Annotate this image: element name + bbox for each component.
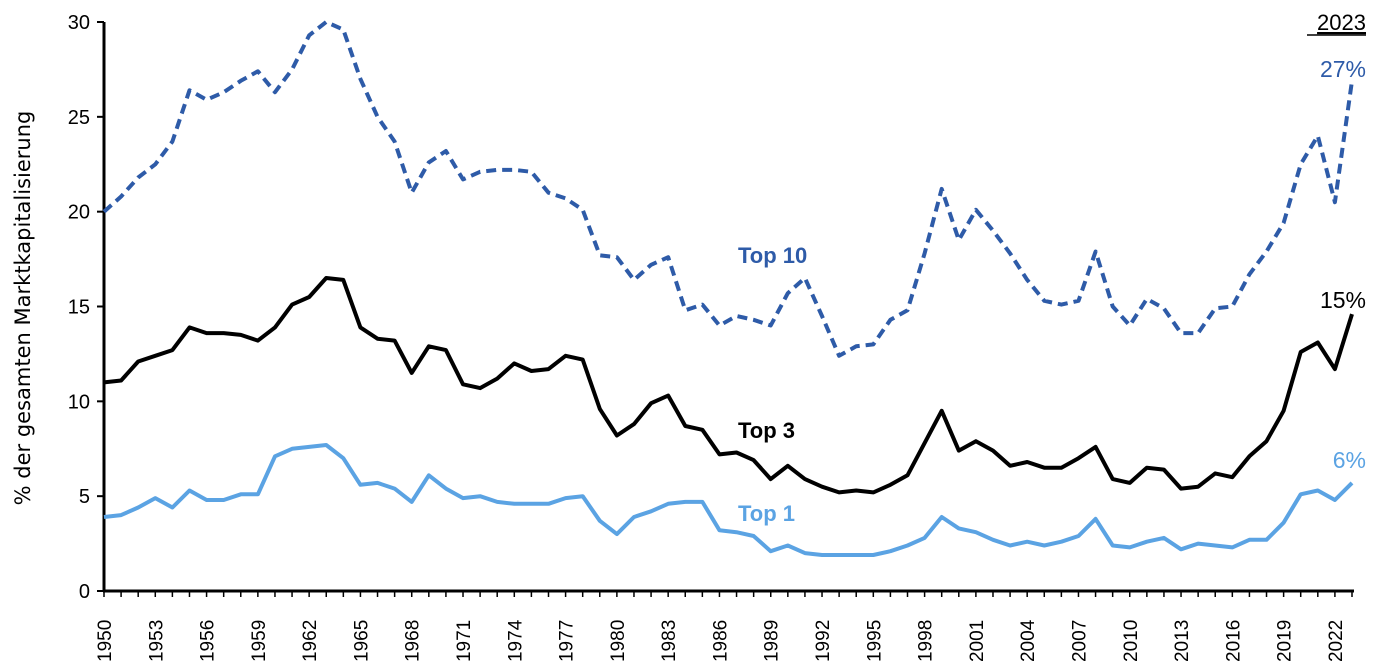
y-axis-label: % der gesamten Marktkapitalisierung — [11, 111, 35, 506]
x-tick-label: 1971 — [454, 620, 475, 662]
x-tick-label: 1953 — [146, 620, 167, 662]
end-label-top1: 6% — [1333, 447, 1366, 473]
x-tick-label: 2013 — [1172, 620, 1193, 662]
series-label-top10: Top 10 — [738, 243, 807, 268]
y-tick-label: 30 — [68, 12, 90, 34]
end-label-top3: 15% — [1320, 287, 1366, 313]
series-label-top3: Top 3 — [738, 418, 795, 443]
x-tick-label: 1965 — [351, 620, 372, 662]
x-tick-label: 2010 — [1121, 620, 1142, 662]
y-tick-label: 0 — [79, 581, 90, 603]
x-tick-label: 1956 — [198, 620, 219, 662]
y-tick-label: 25 — [68, 107, 90, 129]
x-tick-label: 1995 — [864, 620, 885, 662]
x-tick-label: 1992 — [813, 620, 834, 662]
x-tick-label: 2022 — [1326, 620, 1347, 662]
y-axis-ticks: 0 5 10 15 20 25 30 — [68, 12, 104, 603]
x-tick-label: 1974 — [505, 619, 526, 662]
series-label-top1: Top 1 — [738, 501, 795, 526]
x-tick-label: 2019 — [1275, 620, 1296, 662]
y-tick-label: 10 — [68, 391, 90, 413]
series-lines — [102, 20, 1354, 557]
x-tick-label: 2007 — [1069, 620, 1090, 662]
x-tick-label: 1968 — [403, 620, 424, 662]
x-tick-label: 2004 — [1018, 619, 1039, 662]
series-line-top10 — [102, 20, 1354, 358]
x-tick-label: 1998 — [916, 620, 937, 662]
x-tick-label: 1950 — [95, 620, 116, 662]
y-tick-label: 20 — [68, 202, 90, 224]
series-line-top3 — [103, 276, 1354, 495]
series-line-top1 — [103, 443, 1354, 557]
x-tick-label: 1959 — [249, 620, 270, 662]
end-year-label: 2023 — [1317, 10, 1366, 35]
end-label-top10: 27% — [1320, 56, 1366, 82]
x-tick-label: 2001 — [967, 620, 988, 662]
x-tick-label: 1977 — [557, 620, 578, 662]
x-tick-label: 1962 — [300, 620, 321, 662]
y-tick-label: 15 — [68, 297, 90, 319]
x-tick-label: 2016 — [1223, 620, 1244, 662]
x-tick-label: 1989 — [762, 620, 783, 662]
x-tick-label: 1986 — [710, 620, 731, 662]
x-tick-label: 1983 — [659, 620, 680, 662]
x-tick-label: 1980 — [608, 620, 629, 662]
x-axis-ticks: 1950 1953 1956 1959 1962 1965 1968 1971 1974 1977… — [95, 591, 1353, 662]
y-tick-label: 5 — [79, 486, 90, 508]
